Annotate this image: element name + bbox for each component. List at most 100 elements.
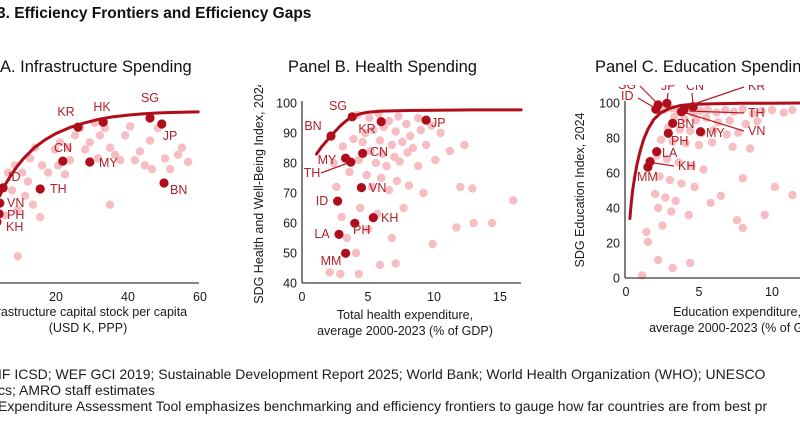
background-point [469,218,478,228]
y-tick-label: 60 [283,217,297,231]
background-point [55,138,65,147]
x-tick-label: 20 [49,290,63,304]
background-point [338,142,348,151]
country-point-cn [58,156,68,166]
country-label-ph: PH [7,208,24,222]
background-point [23,177,33,186]
panel-a-title: A. Infrastructure Spending [0,58,192,76]
country-point-id [0,183,8,193]
background-point [753,117,762,126]
background-point [694,140,704,150]
x-tick-label: 15 [493,290,507,304]
background-point [50,145,60,154]
panel-c-title: Panel C. Education Spending [595,58,800,76]
background-point [177,143,187,152]
background-point [70,131,80,140]
background-point [680,114,689,124]
background-point [332,182,341,192]
x-tick-label: 5 [365,290,372,304]
country-label-id: ID [621,89,634,103]
label-leader-line [687,86,745,107]
country-point-bn [326,131,336,141]
background-point [147,164,157,174]
country-label-my: MY [706,126,725,140]
background-point [716,191,726,200]
country-label-th: TH [748,106,765,120]
y-tick-label: 0 [613,272,620,286]
country-point-sg [145,113,155,123]
background-point [140,161,150,170]
background-point [160,154,170,163]
country-label-jp: JP [163,129,178,143]
background-point [674,158,683,167]
country-label-my: MY [318,153,337,167]
background-point [416,125,425,135]
country-label-cn: CN [370,145,388,159]
background-point [362,170,371,180]
background-point [25,154,35,163]
background-point [431,155,440,165]
background-point [95,131,105,140]
background-point [690,182,699,192]
background-point [707,138,717,147]
y-tick-label: 90 [283,127,297,141]
y-tick-label: 40 [606,202,620,216]
background-point [655,172,664,181]
label-leader-line [685,112,745,132]
country-point-id [651,104,661,114]
background-point [110,150,120,159]
note-line: Expenditure Assessment Tool emphasizes b… [0,398,768,414]
background-point [63,143,73,152]
country-point-mm [341,248,351,258]
country-point-la [334,229,344,239]
country-point-kr [376,117,386,127]
x-axis-title: (USD K, PPP) [49,321,128,335]
y-tick-label: 40 [283,277,297,291]
background-point [404,181,414,190]
background-point [391,127,400,136]
background-point [60,170,70,179]
country-point-mm [643,162,653,172]
country-point-sg [347,112,357,122]
background-point [375,260,385,270]
country-label-kr: KR [358,122,375,136]
y-axis-title: SDG Health and Well-Being Index, 2024 [252,85,266,304]
background-point [354,269,363,279]
y-axis-title: SDG Education Index, 2024 [573,112,587,267]
y-tick-label: 60 [606,167,620,181]
background-point [729,107,739,117]
country-point-th [346,157,356,167]
x-tick-label: 10 [427,290,441,304]
background-point [384,185,394,195]
country-label-bn: BN [170,183,187,197]
background-point [365,113,374,123]
background-point [738,223,747,233]
country-point-ph [0,209,4,219]
y-tick-label: 20 [606,237,620,251]
country-point-kh [0,218,2,226]
country-label-jp: JP [661,85,676,93]
background-point [336,269,345,279]
x-tick-label: 40 [121,290,135,304]
background-point [377,173,386,183]
country-label-sg: SG [329,99,347,113]
background-point [661,193,670,202]
country-label-kr: KR [57,105,74,119]
background-point [445,146,454,156]
background-point [358,137,367,147]
background-point [65,156,75,165]
background-point [509,196,518,205]
background-point [36,212,45,222]
country-point-ph [663,128,673,138]
background-point [363,224,373,234]
country-label-ph: PH [671,134,688,148]
country-point-vn [356,183,366,193]
background-point [325,268,334,277]
country-point-vn [676,107,687,117]
background-point [728,142,737,151]
background-point [375,136,385,145]
background-point [382,161,391,171]
background-point [741,119,750,129]
background-point [767,105,777,115]
